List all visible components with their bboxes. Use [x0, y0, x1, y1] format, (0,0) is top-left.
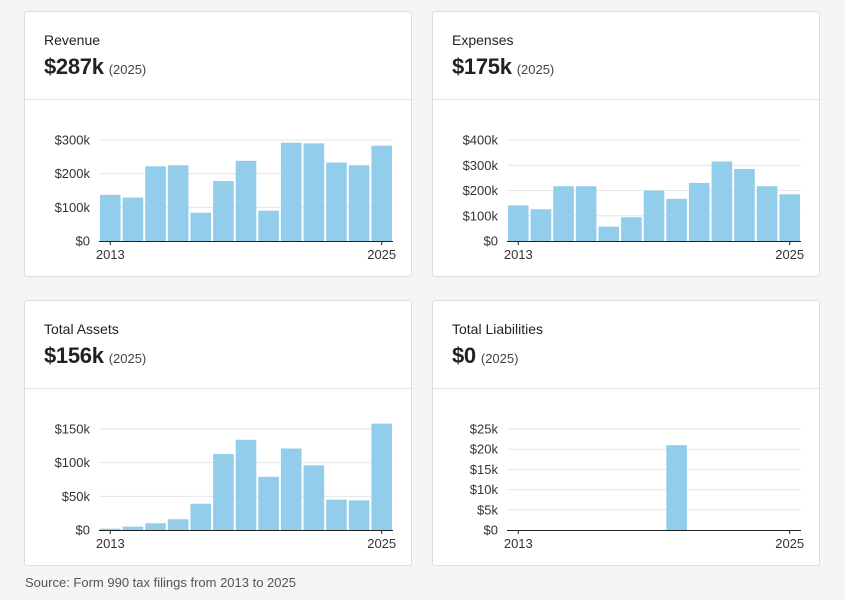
bar[interactable] [280, 142, 302, 241]
bar[interactable] [711, 161, 733, 241]
y-tick-label: $25k [470, 422, 499, 437]
revenue-chart: $0 $100k $200k $300k 2013 2025 [55, 133, 397, 263]
bar[interactable] [371, 145, 392, 241]
y-tick-label: $20k [470, 442, 499, 457]
metric-name: Revenue [44, 32, 101, 48]
bar[interactable] [348, 165, 370, 241]
bar[interactable] [303, 143, 325, 241]
bar[interactable] [258, 210, 279, 241]
metric-name: Total Assets [44, 321, 119, 337]
bar[interactable] [100, 528, 121, 530]
total-assets-chart: $0 $50k $100k $150k 2013 2025 [55, 422, 397, 552]
x-tick-label: 2025 [775, 247, 804, 262]
metric-name: Expenses [452, 32, 514, 48]
bar[interactable] [621, 217, 642, 241]
bar[interactable] [213, 453, 234, 530]
expenses-card: Expenses $175k (2025) $0 $100k $200k $300k $… [432, 11, 820, 277]
bar[interactable] [190, 212, 212, 241]
y-tick-label: $10k [470, 482, 499, 497]
y-tick-label: $5k [477, 502, 498, 517]
bar[interactable] [688, 182, 710, 241]
bar[interactable] [666, 445, 687, 530]
card-header: Expenses $175k (2025) [433, 12, 819, 100]
y-tick-label: $300k [55, 133, 91, 148]
bar[interactable] [666, 198, 687, 241]
bar[interactable] [145, 523, 166, 530]
card-header: Total Liabilities $0 (2025) [433, 301, 819, 389]
metric-name: Total Liabilities [452, 321, 544, 337]
total-liabilities-chart: $0 $5k $10k $15k $20k $25k 2013 2025 [470, 422, 804, 552]
bar[interactable] [553, 186, 574, 241]
bar[interactable] [598, 226, 620, 241]
y-tick-label: $200k [55, 166, 91, 181]
total-assets-card: Total Assets $156k (2025) $0 $50k $100k $15… [24, 300, 412, 566]
bar[interactable] [779, 194, 800, 241]
card-header: Revenue $287k (2025) [25, 12, 411, 100]
x-tick-label: 2013 [504, 536, 533, 551]
metric-year: (2025) [108, 62, 147, 77]
bar[interactable] [756, 186, 778, 241]
y-tick-label: $15k [470, 462, 499, 477]
x-tick-label: 2013 [96, 247, 125, 262]
y-tick-label: $100k [55, 200, 91, 215]
bar[interactable] [575, 186, 597, 241]
metric-value: $287k [44, 54, 104, 79]
x-tick-label: 2025 [367, 247, 396, 262]
bar[interactable] [190, 503, 212, 530]
bar[interactable] [235, 160, 257, 241]
bar[interactable] [508, 205, 529, 241]
y-tick-label: $100k [463, 208, 499, 223]
x-tick-label: 2025 [775, 536, 804, 551]
metric-value: $0 [452, 343, 476, 368]
x-tick-label: 2013 [504, 247, 533, 262]
bar[interactable] [326, 162, 347, 241]
expenses-chart: $0 $100k $200k $300k $400k 2013 2025 [463, 133, 805, 263]
bar[interactable] [167, 165, 189, 241]
bar[interactable] [303, 465, 325, 530]
metric-value: $175k [452, 54, 512, 79]
bar[interactable] [258, 476, 279, 530]
source-note: Source: Form 990 tax filings from 2013 t… [25, 575, 296, 590]
bar[interactable] [643, 190, 665, 242]
bar[interactable] [122, 197, 144, 241]
bar[interactable] [235, 439, 257, 530]
x-tick-label: 2025 [367, 536, 396, 551]
y-tick-label: $400k [463, 133, 499, 148]
y-tick-label: $150k [55, 422, 91, 437]
y-tick-label: $0 [484, 523, 498, 538]
y-tick-label: $0 [484, 234, 498, 249]
metric-year: (2025) [516, 62, 555, 77]
y-tick-label: $200k [463, 183, 499, 198]
metric-value: $156k [44, 343, 104, 368]
bar[interactable] [734, 169, 755, 241]
bar[interactable] [348, 500, 370, 530]
bar[interactable] [122, 526, 144, 530]
metric-year: (2025) [108, 351, 147, 366]
y-tick-label: $100k [55, 455, 91, 470]
bar[interactable] [213, 181, 234, 241]
revenue-card: Revenue $287k (2025) $0 $100k $200k $300k 20… [24, 11, 412, 277]
bar[interactable] [530, 209, 552, 241]
y-tick-label: $0 [76, 523, 90, 538]
total-liabilities-card: Total Liabilities $0 (2025) $0 $5k $10k $15… [432, 300, 820, 566]
bar[interactable] [326, 499, 347, 530]
bar[interactable] [145, 166, 166, 241]
card-header: Total Assets $156k (2025) [25, 301, 411, 389]
metric-year: (2025) [480, 351, 519, 366]
x-tick-label: 2013 [96, 536, 125, 551]
bar[interactable] [280, 448, 302, 530]
y-tick-label: $50k [62, 489, 91, 504]
bar[interactable] [100, 194, 121, 241]
bar[interactable] [167, 519, 189, 530]
y-tick-label: $0 [76, 234, 90, 249]
bar[interactable] [371, 423, 392, 530]
y-tick-label: $300k [463, 158, 499, 173]
